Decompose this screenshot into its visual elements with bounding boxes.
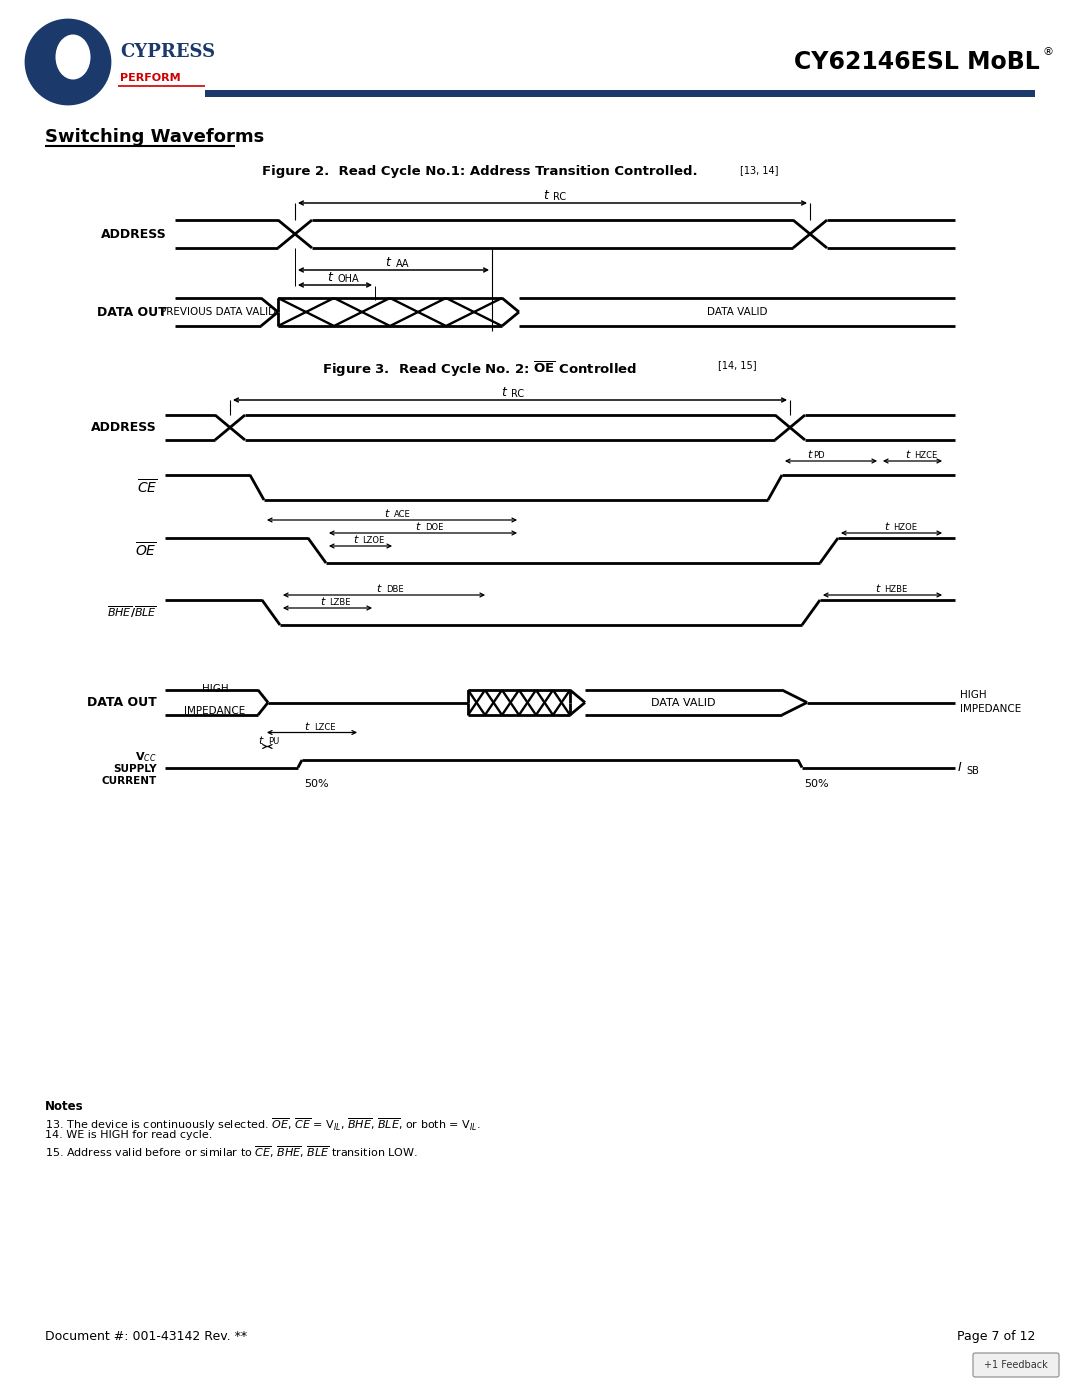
- Text: 50%: 50%: [303, 780, 328, 789]
- Text: t: t: [875, 584, 879, 594]
- Text: DATA OUT: DATA OUT: [87, 696, 157, 710]
- Text: LZOE: LZOE: [363, 536, 384, 545]
- Bar: [205, 89, 1035, 96]
- Text: V$_{CC}$: V$_{CC}$: [135, 750, 157, 764]
- Text: t: t: [353, 535, 357, 545]
- Text: SB: SB: [966, 767, 978, 777]
- Text: AA: AA: [395, 258, 409, 270]
- Text: LZBE: LZBE: [329, 598, 351, 608]
- Text: 50%: 50%: [804, 780, 828, 789]
- Text: I: I: [958, 761, 962, 774]
- Text: ACE: ACE: [394, 510, 410, 520]
- Text: ADDRESS: ADDRESS: [102, 228, 167, 240]
- Text: PU: PU: [268, 736, 280, 746]
- Text: t: t: [320, 597, 324, 608]
- FancyBboxPatch shape: [973, 1354, 1059, 1377]
- Text: t: t: [807, 450, 811, 460]
- Circle shape: [26, 20, 110, 103]
- Text: DOE: DOE: [426, 522, 444, 532]
- Text: Notes: Notes: [45, 1099, 83, 1113]
- Text: RC: RC: [554, 191, 567, 203]
- Text: ADDRESS: ADDRESS: [91, 420, 157, 434]
- Text: t: t: [377, 584, 381, 594]
- Text: IMPEDANCE: IMPEDANCE: [960, 704, 1022, 714]
- Text: DATA OUT: DATA OUT: [97, 306, 167, 319]
- Text: DBE: DBE: [386, 585, 404, 594]
- Text: 14. WE is HIGH for read cycle.: 14. WE is HIGH for read cycle.: [45, 1130, 213, 1140]
- Text: $\overline{OE}$: $\overline{OE}$: [135, 542, 157, 560]
- Text: [13, 14]: [13, 14]: [740, 165, 779, 175]
- Text: t: t: [305, 721, 309, 732]
- Text: Page 7 of 12: Page 7 of 12: [957, 1330, 1035, 1343]
- Text: DATA VALID: DATA VALID: [651, 697, 716, 707]
- Text: t: t: [543, 189, 549, 203]
- Ellipse shape: [55, 35, 91, 80]
- Text: t: t: [384, 509, 389, 520]
- Text: PD: PD: [813, 451, 825, 460]
- Text: t: t: [386, 256, 391, 270]
- Text: $\overline{CE}$: $\overline{CE}$: [136, 478, 157, 497]
- Text: RC: RC: [511, 388, 524, 400]
- Text: HIGH: HIGH: [960, 690, 987, 700]
- Text: CY62146ESL MoBL: CY62146ESL MoBL: [794, 50, 1040, 74]
- Text: HZBE: HZBE: [885, 585, 908, 594]
- Text: t: t: [416, 522, 420, 532]
- Text: Switching Waveforms: Switching Waveforms: [45, 129, 265, 147]
- Text: Document #: 001-43142 Rev. **: Document #: 001-43142 Rev. **: [45, 1330, 247, 1343]
- Text: [14, 15]: [14, 15]: [718, 360, 757, 370]
- Text: t: t: [501, 386, 507, 400]
- Text: DATA VALID: DATA VALID: [706, 307, 767, 317]
- Text: PREVIOUS DATA VALID: PREVIOUS DATA VALID: [160, 307, 276, 317]
- Text: LZCE: LZCE: [314, 722, 336, 732]
- Text: CYPRESS: CYPRESS: [120, 43, 215, 61]
- Text: IMPEDANCE: IMPEDANCE: [185, 707, 245, 717]
- Text: t: t: [905, 450, 909, 460]
- Text: PERFORM: PERFORM: [120, 73, 180, 82]
- Text: Figure 3.  Read Cycle No. 2: $\mathbf{\overline{OE}}$ Controlled: Figure 3. Read Cycle No. 2: $\mathbf{\ov…: [322, 360, 637, 379]
- Text: SUPPLY: SUPPLY: [113, 764, 157, 774]
- Text: HIGH: HIGH: [202, 685, 228, 694]
- Text: t: t: [258, 735, 264, 746]
- Text: CURRENT: CURRENT: [102, 775, 157, 785]
- Text: t: t: [327, 271, 332, 284]
- Text: HZOE: HZOE: [893, 522, 918, 532]
- Text: 13. The device is continuously selected. $\overline{OE}$, $\overline{CE}$ = V$_{: 13. The device is continuously selected.…: [45, 1116, 481, 1133]
- Text: +1 Feedback: +1 Feedback: [984, 1361, 1048, 1370]
- Text: t: t: [885, 522, 889, 532]
- Text: 15. Address valid before or similar to $\overline{CE}$, $\overline{BHE}$, $\over: 15. Address valid before or similar to $…: [45, 1144, 418, 1160]
- Text: HZCE: HZCE: [915, 451, 937, 460]
- Text: $\overline{BHE}$/$\overline{BLE}$: $\overline{BHE}$/$\overline{BLE}$: [107, 605, 157, 620]
- Text: OHA: OHA: [337, 274, 359, 284]
- Text: Figure 2.  Read Cycle No.1: Address Transition Controlled.: Figure 2. Read Cycle No.1: Address Trans…: [262, 165, 698, 177]
- Text: ®: ®: [1043, 47, 1054, 57]
